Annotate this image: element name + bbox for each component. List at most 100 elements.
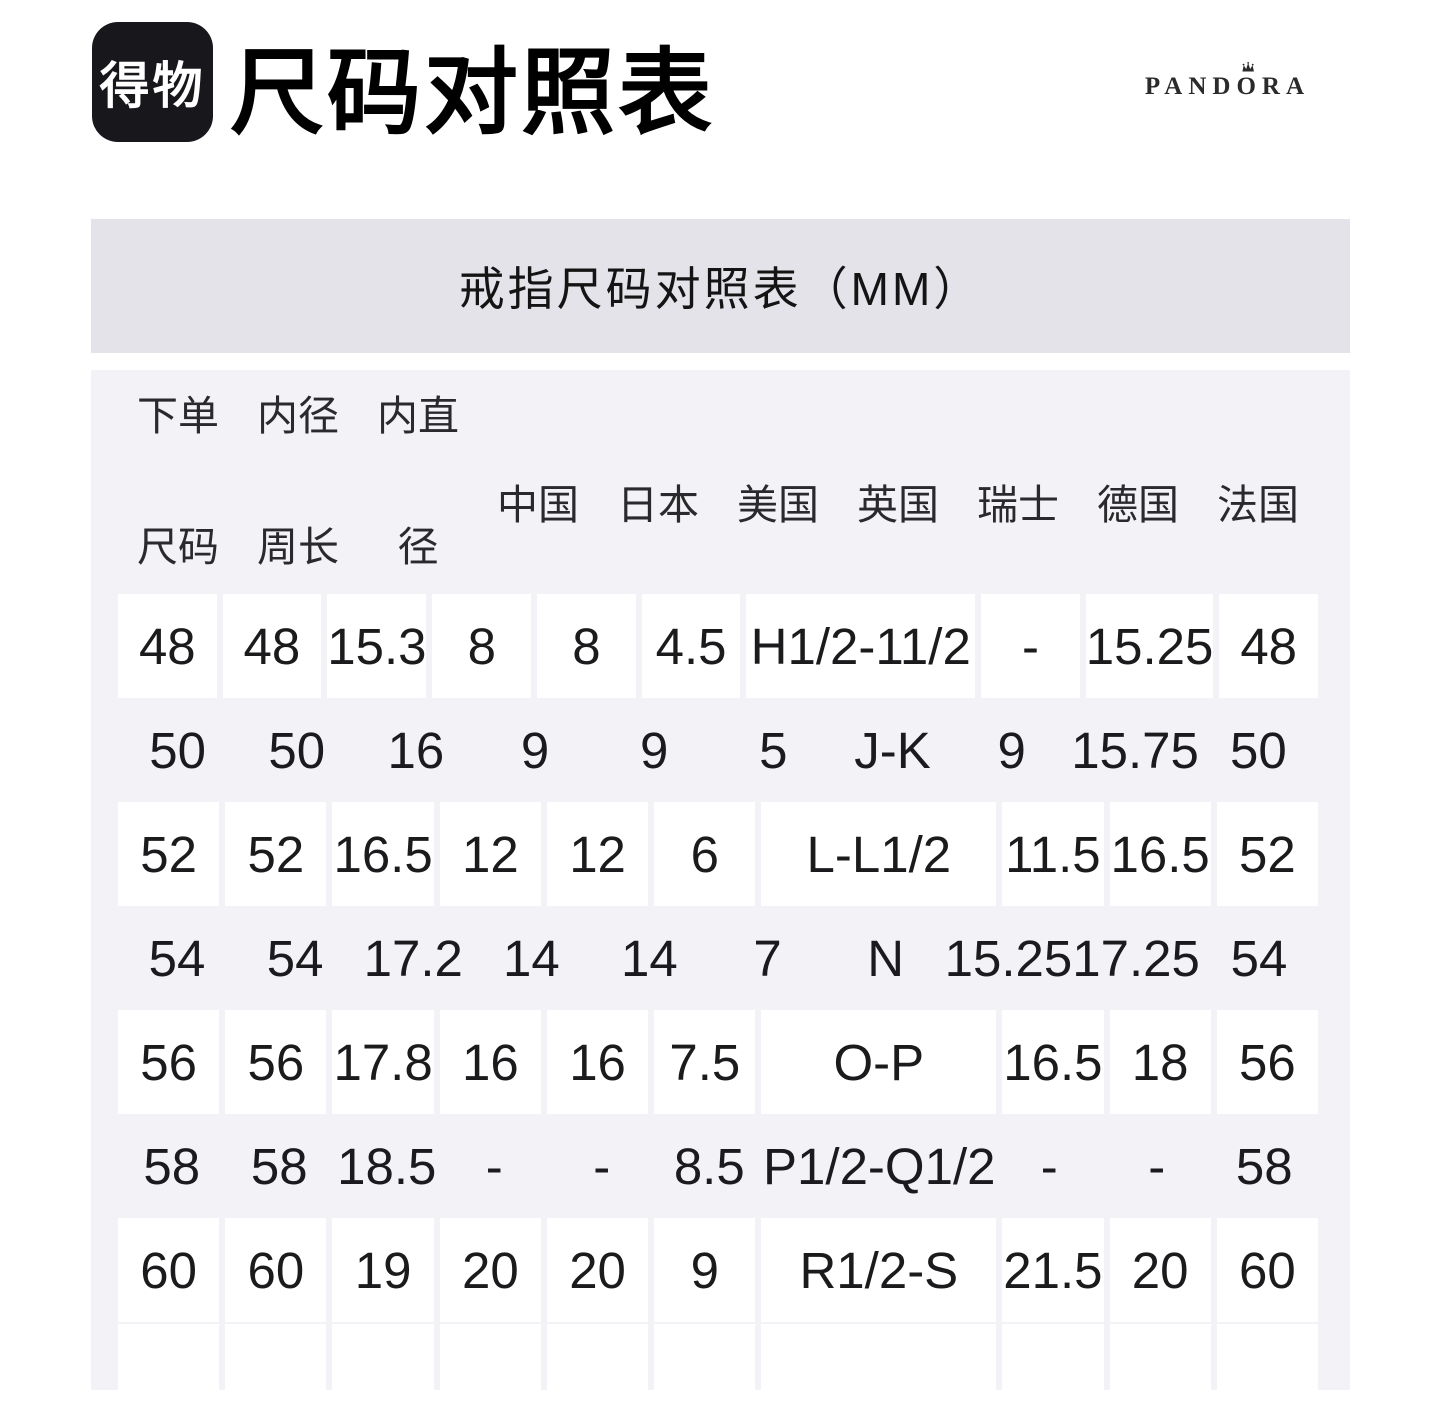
- size-cell: H1/2-11/2: [746, 594, 976, 698]
- size-cell: L-L1/2: [761, 802, 997, 906]
- size-cell: 60: [1216, 1218, 1318, 1322]
- size-cell: 14: [502, 929, 560, 987]
- size-cell: 19: [332, 1218, 434, 1322]
- size-cell: 20: [1109, 1218, 1211, 1322]
- size-cell-empty: [546, 1324, 649, 1390]
- table-row: 50 50 16 9 9 5 J-K 9 15.75 50: [118, 698, 1318, 802]
- column-header-line2: 周长: [257, 524, 339, 570]
- column-header-label: 日本: [617, 482, 699, 529]
- size-cell: J-K: [854, 721, 931, 779]
- column-header-label: 英国: [857, 482, 939, 529]
- size-cell: 9: [639, 721, 669, 779]
- size-cell: 8: [537, 594, 636, 698]
- size-cell: 16.5: [1002, 1010, 1104, 1114]
- size-cell: 56: [225, 1010, 327, 1114]
- column-header-7: 英国: [838, 370, 958, 594]
- size-cell: 52: [1216, 802, 1318, 906]
- size-cell: 16: [546, 1010, 649, 1114]
- table-row: 52 52 16.5 12 12 6 L-L1/2 11.5 16.5 52: [118, 802, 1318, 906]
- size-cell: -: [1040, 1137, 1058, 1195]
- column-header-8: 瑞士: [958, 370, 1078, 594]
- table-row: 58 58 18.5- -8.5 P1/2-Q1/2- -58: [118, 1114, 1318, 1218]
- size-cell: 15.75: [1071, 721, 1199, 779]
- size-cell-empty: [1109, 1324, 1211, 1390]
- size-cell: -: [981, 594, 1080, 698]
- size-cell: 9: [997, 721, 1026, 779]
- dewu-app-logo: 得物: [92, 22, 213, 142]
- column-header-line1: 下单: [137, 392, 219, 439]
- size-cell: 50: [149, 721, 206, 779]
- size-cell: P1/2-Q1/2: [763, 1137, 996, 1195]
- size-cell: 11.5: [1002, 802, 1104, 906]
- size-cell-empty: [439, 1324, 541, 1390]
- brand-letter-o: O: [1236, 62, 1262, 101]
- size-cell: 50: [268, 721, 326, 779]
- size-cell: 20: [546, 1218, 649, 1322]
- size-cell: 6: [654, 802, 756, 906]
- size-cell: 12: [546, 802, 649, 906]
- page-title: 尺码对照表: [230, 40, 716, 145]
- ring-size-table: 下单 尺码 内径 周长 内直径中国 日本 美国 英国 瑞士 德国 法国 48 48 15.3 8 8 4.5 H…: [91, 370, 1350, 1390]
- size-cell: 18.5: [337, 1137, 437, 1195]
- column-header-6: 美国: [718, 370, 838, 594]
- column-header-4: 中国: [478, 370, 598, 594]
- column-header-label: 德国: [1097, 482, 1179, 529]
- table-row: 56 56 17.8 16 16 7.5 O-P 16.5 18 56: [118, 1010, 1318, 1114]
- size-cell-empty: [225, 1324, 327, 1390]
- size-cell: 48: [118, 594, 217, 698]
- size-cell: 56: [118, 1010, 220, 1114]
- size-cell: 58: [143, 1137, 201, 1195]
- column-header-label: 瑞士: [977, 482, 1059, 529]
- crown-icon: [1242, 62, 1255, 72]
- brand-text-post: RA: [1261, 73, 1310, 100]
- size-cell: 9: [520, 721, 550, 779]
- column-header-9: 德国: [1078, 370, 1198, 594]
- size-cell: 52: [118, 802, 220, 906]
- size-cell: 15.25: [944, 929, 1073, 987]
- column-header-5: 日本: [598, 370, 718, 594]
- size-cell: 48: [222, 594, 322, 698]
- brand-text-o: O: [1236, 73, 1262, 100]
- size-cell-empty: [332, 1324, 434, 1390]
- size-cell: 5: [759, 721, 788, 779]
- column-header-1: 下单 尺码: [118, 370, 238, 594]
- size-cell: 16.5: [332, 802, 434, 906]
- size-cell-empty: [118, 1324, 220, 1390]
- column-header-line1: 内径: [257, 392, 339, 439]
- size-cell: 16: [439, 1010, 541, 1114]
- size-cell: 20: [439, 1218, 541, 1322]
- size-cell: 54: [1230, 929, 1288, 987]
- table-header-row: 下单 尺码 内径 周长 内直径中国 日本 美国 英国 瑞士 德国 法国: [118, 370, 1318, 594]
- column-header-label: 美国: [737, 482, 819, 529]
- column-header-2: 内径 周长: [238, 370, 358, 594]
- size-cell: 60: [225, 1218, 327, 1322]
- size-cell: 8: [432, 594, 532, 698]
- size-cell: 60: [118, 1218, 220, 1322]
- size-cell-empty: [1002, 1324, 1104, 1390]
- brand-text-pre: PAND: [1144, 73, 1237, 100]
- size-cell: -: [1148, 1137, 1166, 1195]
- size-cell: N: [867, 929, 905, 987]
- size-cell: 54: [148, 929, 206, 987]
- size-cell: 58: [250, 1137, 308, 1195]
- size-cell: 14: [621, 929, 678, 987]
- size-cell: -: [485, 1137, 503, 1195]
- size-cell: 16: [387, 721, 445, 779]
- size-cell: -: [593, 1137, 611, 1195]
- size-cell: 50: [1230, 721, 1287, 779]
- table-row: 60 60 19 20 20 9 R1/2-S 21.5 20 60: [118, 1218, 1318, 1322]
- size-cell: 17.25: [1072, 929, 1200, 987]
- column-header-label: 中国: [497, 482, 579, 529]
- table-row: 54 54 17.2 14 14 7 N 15.25 17.25 54: [118, 906, 1318, 1010]
- size-cell: 48: [1219, 594, 1318, 698]
- size-cell: R1/2-S: [761, 1218, 997, 1322]
- size-cell: 15.25: [1085, 594, 1214, 698]
- size-cell: 8.5: [673, 1137, 745, 1195]
- column-header-line2: 尺码: [137, 524, 219, 570]
- size-cell-empty: [654, 1324, 756, 1390]
- size-cell: 54: [266, 929, 324, 987]
- size-cell: 52: [225, 802, 327, 906]
- size-cell-empty: [1216, 1324, 1318, 1390]
- table-title-banner: 戒指尺码对照表（MM）: [91, 219, 1350, 353]
- size-cell: 4.5: [641, 594, 741, 698]
